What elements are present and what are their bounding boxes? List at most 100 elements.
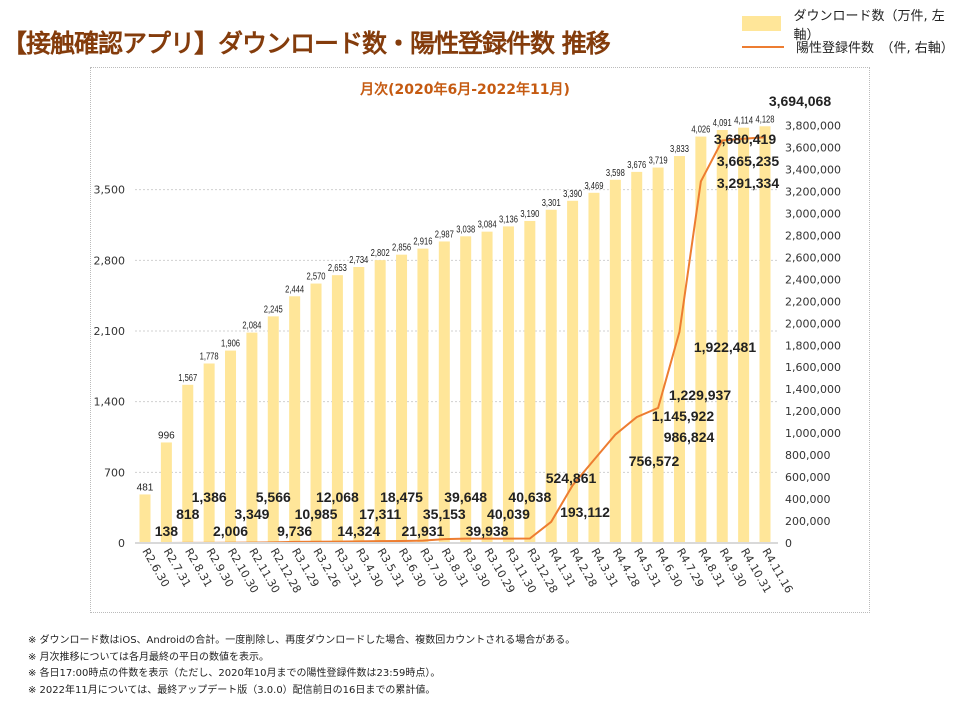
left-tick-label: 1,400 — [94, 396, 126, 409]
legend: ダウンロード数（万件, 左軸） 陽性登録件数 （件, 右軸） — [742, 9, 960, 58]
bar — [438, 241, 450, 543]
left-tick-label: 2,800 — [94, 254, 126, 267]
line-value-label: 9,736 — [277, 523, 312, 539]
bar — [203, 363, 215, 543]
line-value-label: 3,694,068 — [769, 93, 831, 109]
bar-value-label: 3,190 — [520, 209, 539, 220]
line-value-label: 3,291,334 — [717, 175, 779, 191]
bar — [353, 266, 365, 543]
bar-value-label: 1,778 — [200, 352, 219, 363]
bar — [139, 494, 151, 543]
bar-value-label: 3,301 — [542, 198, 561, 209]
left-tick-label: 2,100 — [94, 325, 126, 338]
line-value-label: 138 — [155, 523, 179, 539]
bar — [759, 126, 771, 544]
bar — [502, 226, 514, 543]
footnote: ※ 月次推移については各月最終の平日の数値を表示。 — [28, 651, 270, 663]
left-tick-label: 700 — [104, 466, 125, 479]
bar — [331, 275, 343, 543]
right-tick-label: 2,400,000 — [785, 273, 841, 286]
left-tick-label: 0 — [118, 537, 125, 550]
line-value-label: 986,824 — [664, 429, 715, 445]
bar — [738, 127, 750, 543]
line-value-label: 1,386 — [192, 489, 227, 505]
line-value-label: 39,648 — [444, 489, 487, 505]
right-tick-label: 1,000,000 — [785, 427, 841, 440]
bar — [481, 231, 493, 544]
right-tick-label: 1,800,000 — [785, 339, 841, 352]
right-tick-label: 2,600,000 — [785, 251, 841, 264]
right-tick-label: 200,000 — [785, 515, 831, 528]
line-value-label: 18,475 — [380, 489, 423, 505]
chart-subtitle: 月次(2020年6月-2022年11月) — [359, 81, 570, 98]
bar — [417, 248, 429, 543]
right-tick-label: 3,000,000 — [785, 207, 841, 220]
line-value-label: 5,566 — [256, 489, 291, 505]
bar-value-label: 1,906 — [221, 339, 240, 350]
line-value-label: 39,938 — [466, 523, 509, 539]
line-value-label: 35,153 — [423, 506, 466, 522]
line-value-label: 524,861 — [546, 470, 597, 486]
bar-value-label: 3,136 — [499, 214, 518, 225]
bar-value-label: 2,856 — [392, 243, 411, 254]
right-tick-label: 600,000 — [785, 471, 831, 484]
legend-item-downloads: ダウンロード数（万件, 左軸） — [742, 9, 960, 43]
bar — [673, 156, 685, 543]
bar — [545, 209, 557, 543]
line-value-label: 14,324 — [337, 523, 380, 539]
right-tick-label: 3,200,000 — [785, 185, 841, 198]
page-title: 【接触確認アプリ】ダウンロード数・陽性登録件数 推移 — [2, 29, 611, 58]
right-tick-label: 800,000 — [785, 449, 831, 462]
bar — [225, 350, 237, 543]
right-tick-label: 0 — [785, 537, 792, 550]
bar — [524, 220, 536, 543]
right-tick-label: 1,400,000 — [785, 383, 841, 396]
bar — [716, 130, 728, 543]
bar — [609, 179, 621, 544]
line-value-label: 21,931 — [402, 523, 445, 539]
legend-label: ダウンロード数（万件, 左軸） — [793, 8, 945, 43]
bar-value-label: 4,091 — [713, 118, 732, 129]
line-value-label: 2,006 — [213, 523, 248, 539]
legend-item-positive: 陽性登録件数 （件, 右軸） — [742, 35, 960, 58]
bar-value-label: 481 — [137, 482, 154, 493]
footnote: ※ ダウンロード数はiOS、Androidの合計。一度削除し、再度ダウンロードし… — [28, 635, 576, 646]
line-value-label: 1,145,922 — [652, 408, 714, 424]
bar — [267, 316, 279, 543]
bar — [396, 254, 408, 543]
bar — [160, 442, 172, 543]
line-value-label: 40,039 — [487, 506, 530, 522]
bar-swatch-icon — [742, 16, 782, 31]
footnote: ※ 2022年11月については、最終アップデート版（3.0.0）配信前日の16日… — [28, 684, 436, 696]
line-value-label: 818 — [176, 506, 200, 522]
footnotes: ※ ダウンロード数はiOS、Androidの合計。一度削除し、再度ダウンロードし… — [28, 633, 575, 699]
bar-value-label: 4,128 — [756, 114, 775, 125]
bar — [567, 200, 579, 543]
line-value-label: 12,068 — [316, 489, 359, 505]
bar-value-label: 996 — [158, 430, 175, 441]
bar-value-label: 3,084 — [478, 220, 497, 231]
line-value-label: 1,229,937 — [669, 387, 731, 403]
bar-value-label: 3,469 — [584, 181, 603, 192]
right-tick-label: 2,000,000 — [785, 317, 841, 330]
bar-value-label: 4,026 — [691, 125, 710, 136]
bar-value-label: 3,038 — [456, 224, 475, 235]
right-tick-label: 2,200,000 — [785, 295, 841, 308]
right-tick-label: 3,800,000 — [785, 120, 841, 133]
right-tick-label: 1,200,000 — [785, 405, 841, 418]
right-tick-label: 1,600,000 — [785, 361, 841, 374]
bar — [631, 171, 643, 543]
right-tick-label: 3,600,000 — [785, 142, 841, 155]
line-value-label: 3,665,235 — [717, 153, 779, 169]
bar-value-label: 3,719 — [649, 156, 668, 167]
bar — [460, 236, 472, 543]
bar-value-label: 3,676 — [627, 160, 646, 171]
line-value-label: 3,680,419 — [714, 131, 776, 147]
right-tick-label: 2,800,000 — [785, 229, 841, 242]
bar-value-label: 2,916 — [413, 237, 432, 248]
line-value-label: 40,638 — [508, 489, 551, 505]
line-value-label: 756,572 — [629, 453, 680, 469]
line-swatch-icon — [742, 45, 784, 48]
line-value-label: 10,985 — [295, 506, 338, 522]
